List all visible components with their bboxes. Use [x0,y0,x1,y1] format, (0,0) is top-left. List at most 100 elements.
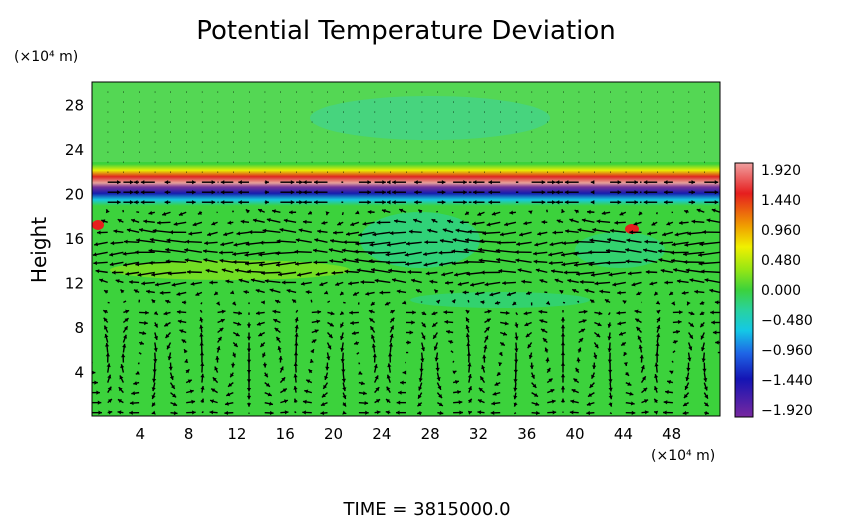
wind-arrow [467,410,473,415]
y-tick-label: 8 [74,319,84,337]
wind-arrow [339,291,345,296]
wind-arrow [122,334,128,343]
wind-arrow [252,218,265,223]
wind-arrow [672,329,681,334]
wind-arrow [575,367,580,373]
wind-arrow [153,332,159,341]
wind-arrow [421,322,427,328]
wind-arrow [169,230,187,235]
wind-arrow [531,180,546,185]
wind-arrow [625,391,634,396]
wind-arrow [659,241,673,246]
wind-arrow [671,241,689,247]
wind-arrow [668,291,674,296]
wind-arrow [248,229,265,235]
x-axis-ticks: 4 8 12 16 20 24 28 32 36 40 44 48 [136,425,682,443]
wind-arrow [123,261,140,267]
wind-arrow [431,321,438,328]
wind-arrow [152,362,157,374]
wind-arrow [525,331,533,338]
wind-arrow [107,386,112,393]
wind-arrow [170,392,177,398]
wind-arrow [688,332,694,340]
wind-arrow [513,362,518,374]
wind-arrow [184,359,189,363]
wind-arrow [134,190,140,195]
wind-arrow [534,241,548,247]
wind-arrow [688,200,696,205]
wind-arrow [278,356,283,363]
wind-arrow [417,209,423,214]
wind-arrow [442,228,454,233]
colorbar-tick-label: −0.480 [761,313,813,329]
wind-arrow [570,399,579,404]
wind-arrow [123,190,134,195]
wind-arrow [137,362,140,365]
wind-arrow [320,401,328,407]
wind-arrow [110,241,124,246]
wind-arrow [227,220,234,225]
wind-arrow [643,200,658,205]
wind-arrow [264,391,273,397]
wind-arrow [499,231,517,237]
wind-arrow [452,370,457,375]
wind-arrow [258,261,281,267]
wind-arrow [419,362,424,373]
wind-arrow [223,231,234,237]
wind-arrow [581,218,595,223]
wind-arrow [658,258,674,264]
wind-arrow [139,320,148,326]
wind-arrow [201,180,216,185]
wind-arrow [617,321,626,326]
wind-arrow [232,342,239,348]
wind-arrow [644,239,658,244]
wind-arrow [232,251,250,257]
wind-arrow [200,398,205,403]
wind-arrow [245,208,250,214]
wind-arrow [171,281,187,287]
wind-arrow [297,271,312,277]
wind-arrow [283,218,297,223]
wind-arrow [133,289,140,294]
red-spot [625,224,639,234]
wind-arrow [559,289,564,294]
wind-arrow [199,332,204,343]
wind-arrow [423,251,438,257]
wind-arrow [486,221,501,227]
wind-arrow [450,350,454,354]
wind-arrow [374,278,391,284]
wind-arrow [209,410,218,415]
wind-arrow [484,309,492,314]
wind-arrow [167,271,187,276]
mid-cyan-patch [360,212,480,268]
wind-arrow [389,317,395,323]
wind-arrow [616,310,626,316]
wind-arrow [107,200,121,205]
wind-arrow [140,190,155,195]
wind-arrow [502,280,516,286]
wind-arrow [280,180,295,185]
wind-arrow [608,402,613,407]
wind-arrow [246,322,252,328]
wind-arrow [215,301,221,306]
wind-arrow [472,221,485,226]
wind-arrow [483,344,488,353]
wind-arrow [340,342,345,352]
wind-arrow [83,320,92,324]
wind-arrow [698,251,720,257]
wind-arrow [167,352,172,361]
wind-arrow [356,268,375,274]
wind-arrow [294,249,312,254]
wind-arrow [491,211,501,216]
wind-arrow [109,261,124,267]
wind-arrow [133,381,140,386]
wind-arrow [168,362,173,371]
y-tick-label: 4 [74,363,84,381]
wind-arrow [165,259,187,264]
x-tick-label: 40 [566,425,585,443]
wind-arrow [560,351,566,363]
wind-arrow [262,352,267,358]
wind-arrow [606,260,626,266]
wind-arrow [176,309,187,315]
wind-arrow [92,251,108,257]
